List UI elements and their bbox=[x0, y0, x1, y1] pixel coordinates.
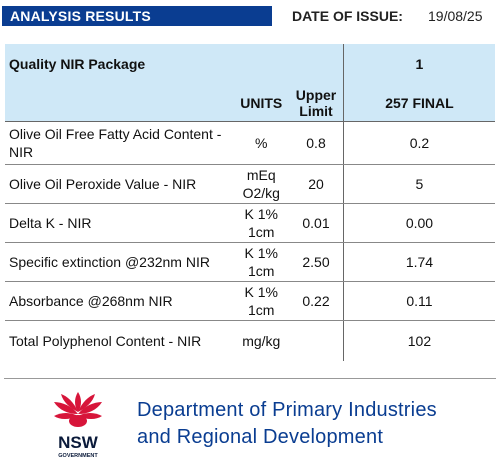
date-of-issue-label: DATE OF ISSUE: bbox=[292, 8, 403, 24]
waratah-flower-icon bbox=[54, 392, 102, 427]
test-upper-limit: 2.50 bbox=[289, 242, 344, 282]
results-table: Quality NIR Package 1 UNITS Upper Limit … bbox=[5, 44, 495, 361]
test-upper-limit bbox=[289, 321, 343, 362]
table-row: Delta K - NIR K 1% 1cm 0.01 0.00 bbox=[5, 203, 495, 243]
nsw-government-logo: NSW GOVERNMENT bbox=[54, 392, 102, 459]
test-name: Olive Oil Free Fatty Acid Content - NIR bbox=[5, 121, 234, 165]
test-result: 0.2 bbox=[342, 121, 495, 165]
test-result: 1.74 bbox=[342, 242, 495, 282]
column-header-result: 257 FINAL bbox=[342, 84, 495, 122]
test-units: K 1% 1cm bbox=[233, 281, 290, 321]
table-row: Olive Oil Peroxide Value - NIR mEq O2/kg… bbox=[5, 164, 495, 204]
date-of-issue-value: 19/08/25 bbox=[428, 8, 483, 24]
test-upper-limit: 0.01 bbox=[289, 203, 344, 243]
column-header-upper-limit: Upper Limit bbox=[289, 84, 344, 122]
test-name: Total Polyphenol Content - NIR bbox=[9, 333, 202, 349]
logo-wordmark: NSW bbox=[58, 433, 99, 452]
department-line-1: Department of Primary Industries bbox=[137, 399, 437, 421]
column-header-test bbox=[5, 84, 234, 122]
test-upper-limit: 0.8 bbox=[289, 121, 344, 165]
test-upper-limit: 20 bbox=[289, 164, 344, 204]
test-result: 5 bbox=[342, 164, 495, 204]
table-row: Absorbance @268nm NIR K 1% 1cm 0.22 0.11 bbox=[5, 281, 495, 321]
package-row: Quality NIR Package 1 bbox=[5, 44, 495, 84]
test-units: mg/kg bbox=[242, 333, 281, 349]
test-upper-limit: 0.22 bbox=[289, 281, 344, 321]
package-number: 1 bbox=[342, 44, 495, 84]
column-header-row: UNITS Upper Limit 257 FINAL bbox=[5, 84, 495, 122]
footer-divider bbox=[4, 378, 496, 379]
test-name: Absorbance @268nm NIR bbox=[5, 281, 234, 321]
department-line-2: and Regional Development bbox=[137, 426, 384, 448]
section-title: ANALYSIS RESULTS bbox=[2, 6, 272, 26]
department-name: Department of Primary Industries and Reg… bbox=[137, 397, 437, 451]
table-row: Specific extinction @232nm NIR K 1% 1cm … bbox=[5, 242, 495, 282]
column-header-units: UNITS bbox=[233, 84, 290, 122]
test-units: mEq O2/kg bbox=[233, 164, 290, 204]
test-units: K 1% 1cm bbox=[233, 242, 290, 282]
table-row: Total Polyphenol Content - NIR mg/kg 102 bbox=[5, 320, 495, 362]
test-units: % bbox=[233, 121, 290, 165]
test-name: Olive Oil Peroxide Value - NIR bbox=[5, 164, 234, 204]
logo-subtext: GOVERNMENT bbox=[58, 453, 98, 459]
test-name: Delta K - NIR bbox=[5, 203, 234, 243]
test-name: Specific extinction @232nm NIR bbox=[5, 242, 234, 282]
test-units: K 1% 1cm bbox=[233, 203, 290, 243]
test-result: 0.11 bbox=[342, 281, 495, 321]
test-result: 102 bbox=[342, 320, 495, 361]
table-row: Olive Oil Free Fatty Acid Content - NIR … bbox=[5, 121, 495, 165]
test-result: 0.00 bbox=[342, 203, 495, 243]
package-label: Quality NIR Package bbox=[5, 44, 344, 84]
